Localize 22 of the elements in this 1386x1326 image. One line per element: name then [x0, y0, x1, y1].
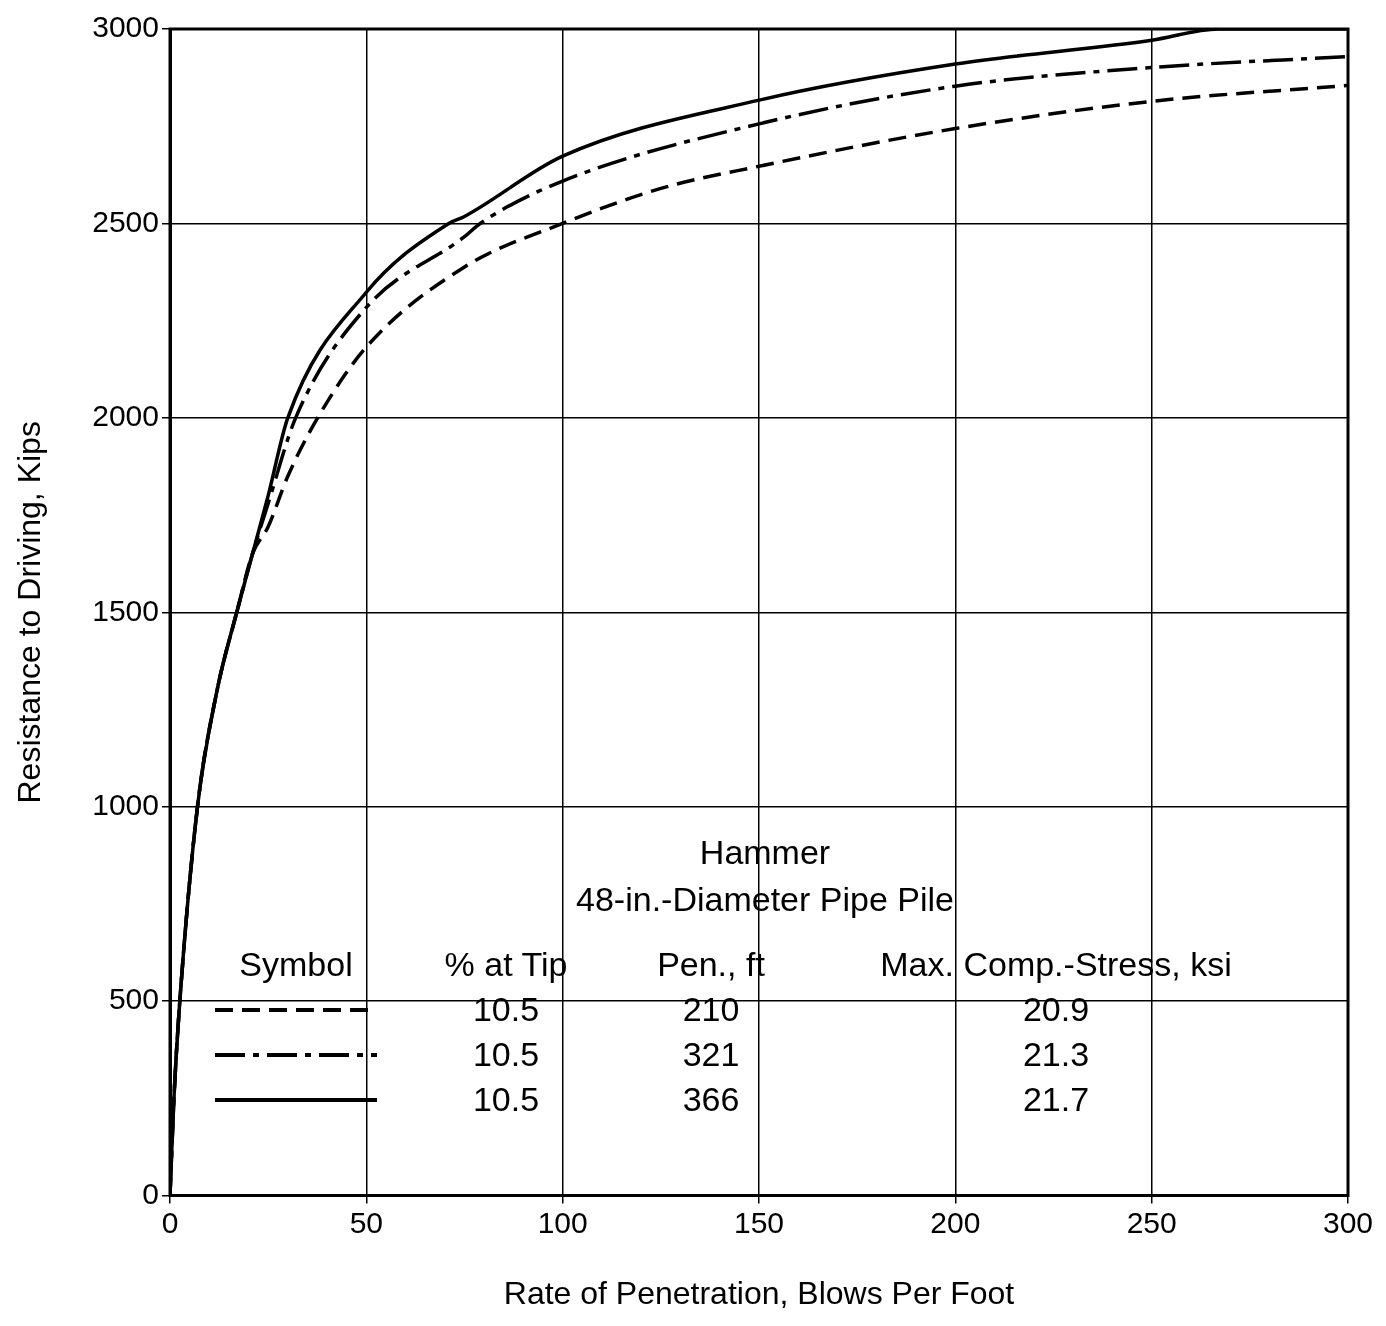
annotation: 321: [681, 1035, 741, 1074]
annotation: 366: [681, 1080, 741, 1119]
y-tick-label: 3000: [92, 10, 159, 44]
y-tick-label: 1000: [92, 788, 159, 821]
annotation: 21.7: [1021, 1080, 1091, 1119]
x-tick-label: 100: [537, 1205, 588, 1239]
annotation: 10.5: [471, 1080, 541, 1119]
y-tick-label: 0: [142, 1176, 159, 1210]
y-axis-title: Resistance to Driving, Kips: [11, 421, 48, 804]
x-tick-label: 250: [1126, 1205, 1177, 1239]
annotation: Symbol: [238, 945, 354, 984]
y-tick-label: 2500: [92, 204, 159, 238]
x-axis-title: Rate of Penetration, Blows Per Foot: [503, 1274, 1015, 1311]
x-tick-label: 300: [1322, 1205, 1374, 1239]
annotation: 10.5: [471, 1035, 541, 1074]
x-tick-label: 200: [930, 1205, 981, 1239]
x-tick-label: 50: [349, 1205, 384, 1239]
x-tick-label: 150: [733, 1205, 785, 1239]
y-tick-label: 500: [108, 982, 159, 1016]
y-tick-label: 2000: [92, 399, 159, 433]
y-tick-label: 1500: [92, 593, 159, 627]
annotation: 21.3: [1021, 1035, 1091, 1074]
